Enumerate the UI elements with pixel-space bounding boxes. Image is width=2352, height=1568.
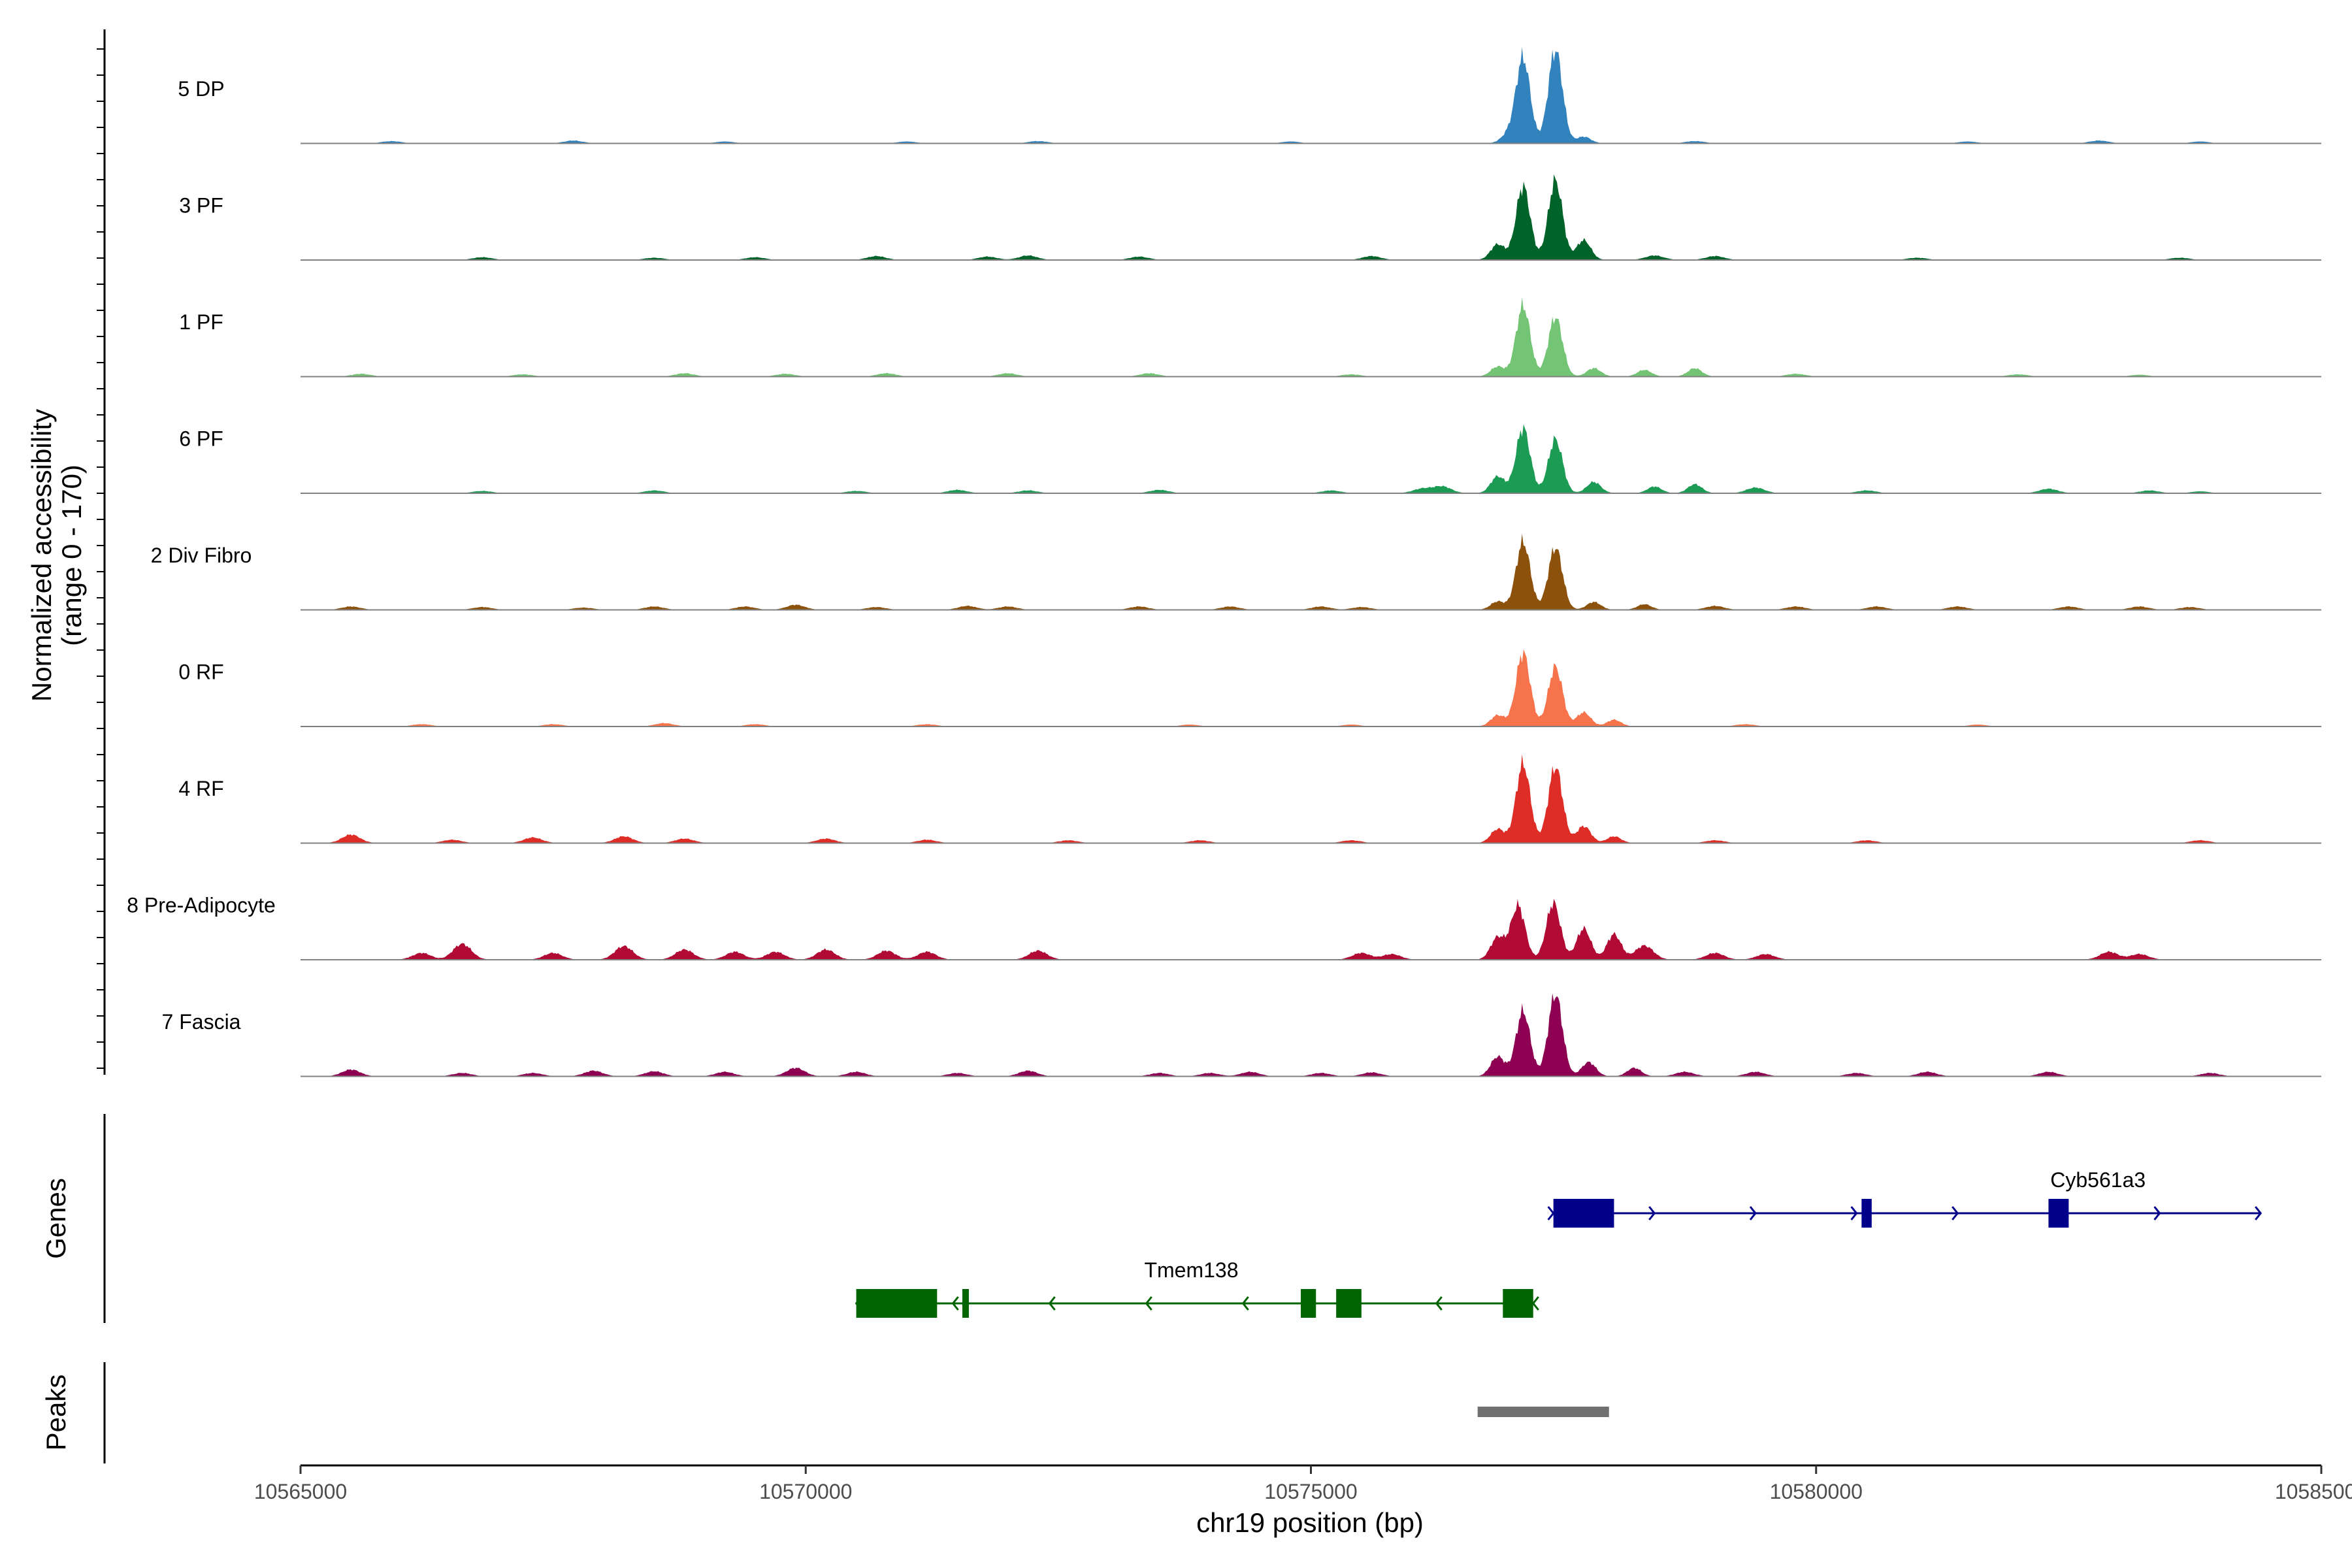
x-tick-label: 10580000 — [1770, 1480, 1863, 1503]
track-label: 3 PF — [179, 194, 223, 218]
strand-arrow — [1749, 1206, 1757, 1220]
genes-panel: Cyb561a3 Tmem138 — [855, 1168, 2262, 1318]
track-label: 1 PF — [179, 310, 223, 334]
gene-exon — [962, 1289, 969, 1318]
coverage-area — [301, 533, 2321, 610]
peak-region — [1477, 1407, 1609, 1417]
coverage-track: 0 RF — [178, 649, 2321, 727]
gene-exon — [856, 1289, 938, 1318]
track-label: 0 RF — [178, 661, 223, 684]
gene-exon — [1861, 1199, 1872, 1228]
coverage-y-axis-ticks — [97, 48, 105, 1069]
track-label: 4 RF — [178, 777, 223, 800]
strand-arrow — [2153, 1206, 2161, 1220]
coverage-area — [301, 174, 2321, 260]
coverage-area — [301, 754, 2321, 843]
x-axis: 10565000 10570000 10575000 10580000 10585000 — [254, 1465, 2352, 1503]
x-tick-label: 10575000 — [1264, 1480, 1357, 1503]
gene-exon — [1553, 1199, 1614, 1228]
gene-name-label: Cyb561a3 — [2050, 1168, 2146, 1192]
y-axis-range: (range 0 - 170) — [56, 465, 87, 646]
track-label: 7 Fascia — [162, 1010, 241, 1034]
gene-name-label: Tmem138 — [1144, 1258, 1238, 1282]
coverage-area — [301, 649, 2321, 727]
x-axis-title: chr19 position (bp) — [1196, 1507, 1424, 1538]
track-label: 8 Pre-Adipocyte — [127, 894, 276, 917]
strand-arrow — [1241, 1296, 1249, 1311]
x-tick-label: 10565000 — [254, 1480, 347, 1503]
coverage-area — [301, 993, 2321, 1077]
strand-arrow — [1145, 1296, 1152, 1311]
strand-arrow — [1048, 1296, 1056, 1311]
coverage-area — [301, 898, 2321, 960]
gene-exon — [1336, 1289, 1362, 1318]
coverage-area — [301, 46, 2321, 144]
strand-arrow — [1850, 1206, 1858, 1220]
strand-arrow — [1648, 1206, 1656, 1220]
gene-exon — [1503, 1289, 1533, 1318]
gene-model: Cyb561a3 — [1547, 1168, 2262, 1228]
gene-exon — [1301, 1289, 1316, 1318]
y-axis-title: Normalized accessibility — [26, 409, 57, 702]
strand-arrow — [2255, 1206, 2262, 1220]
peaks-panel — [1477, 1407, 1609, 1417]
coverage-track: 3 PF — [179, 174, 2321, 261]
coverage-track: 6 PF — [179, 424, 2321, 494]
coverage-track: 8 Pre-Adipocyte — [127, 894, 2321, 960]
coverage-track: 4 RF — [178, 754, 2321, 844]
coverage-area — [301, 424, 2321, 493]
track-label: 6 PF — [179, 427, 223, 451]
track-label: 2 Div Fibro — [151, 544, 252, 567]
track-label: 5 DP — [178, 77, 224, 101]
coverage-tracks: 5 DP 3 PF 1 PF 6 PF 2 Div Fibro 0 RF 4 RF 8 Pre… — [127, 46, 2321, 1077]
gene-exon — [2048, 1199, 2069, 1228]
coverage-track: 1 PF — [179, 297, 2321, 378]
strand-arrow — [951, 1296, 959, 1311]
strand-arrow — [1547, 1206, 1555, 1220]
coverage-area — [301, 297, 2321, 377]
x-tick-label: 10570000 — [759, 1480, 852, 1503]
peaks-panel-label: Peaks — [41, 1375, 71, 1451]
coverage-track: 7 Fascia — [162, 993, 2321, 1077]
gene-model: Tmem138 — [855, 1258, 1539, 1318]
genes-panel-label: Genes — [41, 1178, 71, 1259]
strand-arrow — [1952, 1206, 1959, 1220]
coverage-track: 2 Div Fibro — [151, 533, 2321, 611]
x-tick-label: 10585000 — [2275, 1480, 2352, 1503]
strand-arrow — [1531, 1296, 1539, 1311]
coverage-track: 5 DP — [178, 46, 2321, 144]
strand-arrow — [1435, 1296, 1443, 1311]
